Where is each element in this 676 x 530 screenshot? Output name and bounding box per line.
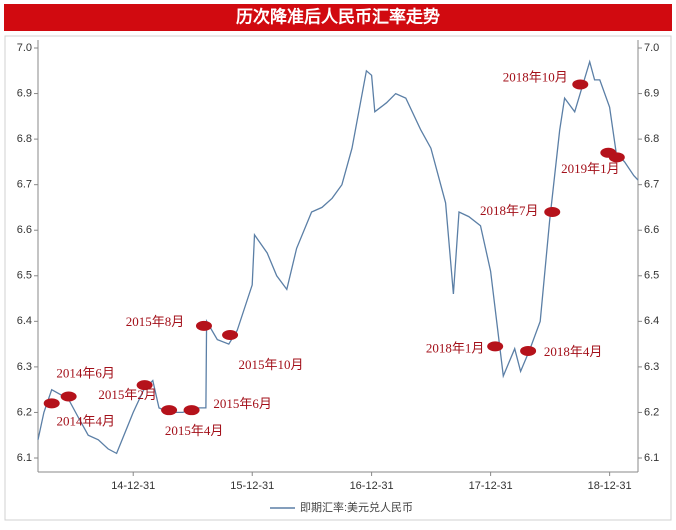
y2-tick-label: 6.2	[644, 406, 659, 418]
chart-title: 历次降准后人民币汇率走势	[236, 7, 440, 28]
y-tick-label: 6.8	[17, 133, 32, 145]
annotation-marker	[161, 405, 178, 416]
y-tick-label: 6.3	[17, 361, 32, 373]
annotation-label: 2015年4月	[165, 423, 224, 438]
y2-tick-label: 6.7	[644, 179, 659, 191]
y-tick-label: 7.0	[17, 42, 32, 54]
y2-tick-label: 6.5	[644, 270, 659, 282]
annotation-marker	[60, 391, 77, 402]
y2-tick-label: 6.3	[644, 361, 659, 373]
annotation-label: 2015年2月	[98, 387, 157, 402]
y2-tick-label: 6.4	[644, 315, 659, 327]
y2-tick-label: 6.1	[644, 452, 659, 464]
legend-label: 即期汇率:美元兑人民币	[300, 500, 413, 514]
annotation-marker	[183, 405, 200, 416]
annotation-label: 2014年6月	[56, 365, 115, 380]
x-tick-label: 15-12-31	[230, 480, 274, 492]
annotation-label: 2018年7月	[480, 203, 539, 218]
annotation-label: 2018年4月	[544, 344, 603, 359]
y-tick-label: 6.9	[17, 87, 32, 99]
y-tick-label: 6.1	[17, 452, 32, 464]
annotation-marker	[487, 341, 504, 352]
annotation-marker	[136, 380, 153, 391]
annotation-label: 2018年1月	[426, 340, 485, 355]
annotation-marker	[195, 320, 212, 331]
x-tick-label: 16-12-31	[350, 480, 394, 492]
y-tick-label: 6.4	[17, 315, 32, 327]
annotation-marker	[572, 79, 589, 90]
y-tick-label: 6.5	[17, 270, 32, 282]
data-line	[37, 59, 639, 455]
annotation-marker	[222, 330, 239, 340]
annotation-marker	[608, 152, 625, 163]
annotation-label: 2015年10月	[239, 357, 304, 372]
y2-tick-label: 6.8	[644, 133, 659, 145]
y-tick-label: 6.6	[17, 224, 32, 236]
annotation-label: 2018年10月	[503, 69, 568, 84]
title-bar	[4, 4, 672, 31]
x-tick-label: 14-12-31	[111, 480, 155, 492]
y2-tick-label: 7.0	[644, 42, 659, 54]
chart-frame	[4, 35, 672, 521]
annotation-marker	[520, 345, 537, 356]
annotation-label: 2019年1月	[561, 161, 620, 176]
x-tick-label: 17-12-31	[469, 480, 513, 492]
y2-tick-label: 6.9	[644, 87, 659, 99]
annotation-marker	[544, 207, 561, 217]
annotation-marker	[43, 398, 60, 409]
annotation-label: 2015年8月	[126, 314, 185, 329]
y2-tick-label: 6.6	[644, 224, 659, 236]
x-tick-label: 18-12-31	[588, 480, 632, 492]
annotation-label: 2015年6月	[213, 396, 272, 411]
annotation-label: 2014年4月	[56, 413, 115, 428]
y-tick-label: 6.2	[17, 406, 32, 418]
y-tick-label: 6.7	[17, 179, 32, 191]
